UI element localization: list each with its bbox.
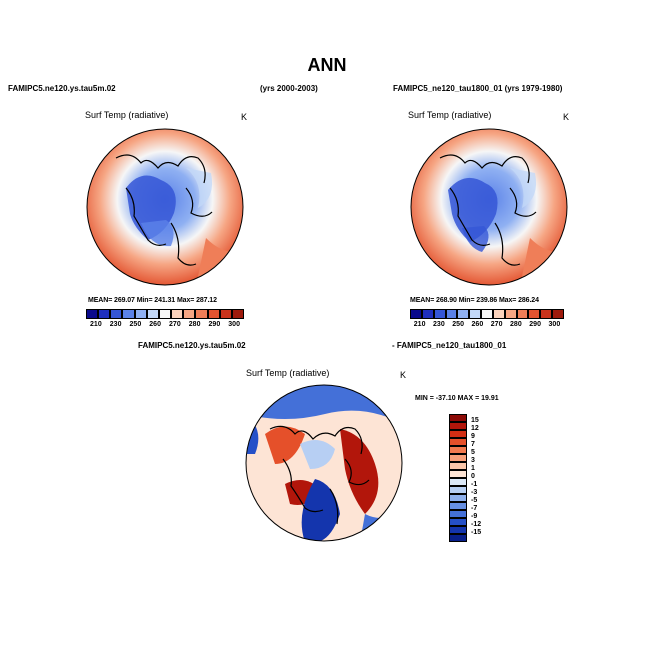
panel2-colorbar-ticks: 210 230 250 260 270 280 290 300 <box>410 321 564 331</box>
panel1-units: K <box>241 112 248 122</box>
colorbar-tick-label: 210 <box>90 321 102 328</box>
panel2-colorbar <box>410 309 564 319</box>
colorbar-swatch <box>449 430 467 438</box>
colorbar-swatch <box>449 526 467 534</box>
colorbar-swatch <box>231 309 244 319</box>
colorbar-swatch <box>134 309 147 319</box>
panel1-years-label: (yrs 2000-2003) <box>260 84 318 93</box>
colorbar-swatch <box>86 309 99 319</box>
panel2-polar-map <box>410 128 568 286</box>
colorbar-swatch <box>449 414 467 422</box>
colorbar-tick-label: -7 <box>471 505 478 512</box>
colorbar-tick-label: 260 <box>149 321 161 328</box>
colorbar-swatch <box>449 470 467 478</box>
panel2-variable-title: Surf Temp (radiative) <box>408 110 492 120</box>
colorbar-tick-label: 5 <box>471 449 475 456</box>
panel2-stats: MEAN= 268.90 Min= 239.86 Max= 286.24 <box>410 297 539 304</box>
page-title: ANN <box>307 55 347 75</box>
colorbar-tick-label: -15 <box>471 529 482 536</box>
colorbar-swatch <box>449 478 467 486</box>
panel3-case-label-left: FAMIPC5.ne120.ys.tau5m.02 <box>138 341 246 350</box>
colorbar-swatch <box>122 309 135 319</box>
colorbar-swatch <box>449 462 467 470</box>
colorbar-tick-label: 1 <box>471 465 475 472</box>
colorbar-swatch <box>492 309 505 319</box>
panel1-colorbar-ticks: 210 230 250 260 270 280 290 300 <box>86 321 244 331</box>
colorbar-swatch <box>183 309 196 319</box>
colorbar-swatch <box>410 309 422 319</box>
colorbar-swatch <box>449 422 467 430</box>
panel3-difference-map <box>245 384 403 542</box>
colorbar-tick-label: 12 <box>471 425 479 432</box>
colorbar-swatch <box>445 309 458 319</box>
colorbar-tick-label: -12 <box>471 521 482 528</box>
colorbar-tick-label: 210 <box>413 321 426 328</box>
colorbar-tick-label: 290 <box>208 321 221 328</box>
panel2-units: K <box>563 112 570 122</box>
colorbar-swatch <box>504 309 517 319</box>
colorbar-swatch <box>449 518 467 526</box>
colorbar-swatch <box>219 309 232 319</box>
colorbar-swatch <box>146 309 159 319</box>
colorbar-swatch <box>98 309 111 319</box>
colorbar-swatch <box>469 309 482 319</box>
panel1-variable-title: Surf Temp (radiative) <box>85 110 169 120</box>
panel1-polar-map <box>86 128 244 286</box>
panel3-units: K <box>400 370 407 380</box>
colorbar-swatch <box>552 309 564 319</box>
panel3-stats: MIN = -37.10 MAX = 19.91 <box>415 395 499 402</box>
colorbar-swatch <box>449 446 467 454</box>
colorbar-tick-label: 280 <box>188 321 201 328</box>
colorbar-tick-label: 230 <box>433 321 445 328</box>
colorbar-tick-label: -1 <box>471 481 478 488</box>
colorbar-swatch <box>449 510 467 518</box>
colorbar-swatch <box>421 309 434 319</box>
colorbar-swatch <box>449 494 467 502</box>
colorbar-tick-label: 280 <box>510 321 522 328</box>
colorbar-tick-label: 290 <box>529 321 541 328</box>
panel3-colorbar-ticks: 15 12 9 7 5 3 1 0 -1 -3 -5 -7 -9 -12 -15 <box>471 414 491 542</box>
colorbar-tick-label: 250 <box>452 321 464 328</box>
colorbar-tick-label: -3 <box>471 489 478 496</box>
colorbar-tick-label: 15 <box>471 417 479 424</box>
colorbar-tick-label: 0 <box>471 473 475 480</box>
colorbar-tick-label: 270 <box>169 321 181 328</box>
panel3-colorbar <box>449 414 467 542</box>
colorbar-tick-label: 230 <box>109 321 122 328</box>
colorbar-tick-label: 300 <box>228 321 240 328</box>
colorbar-tick-label: 9 <box>471 433 475 440</box>
panel3-variable-title: Surf Temp (radiative) <box>246 368 330 378</box>
panel1-stats: MEAN= 269.07 Min= 241.31 Max= 287.12 <box>88 297 217 304</box>
colorbar-tick-label: 250 <box>129 321 142 328</box>
colorbar-swatch <box>449 454 467 462</box>
colorbar-swatch <box>158 309 172 319</box>
colorbar-tick-label: -5 <box>471 497 478 504</box>
colorbar-swatch <box>195 309 208 319</box>
colorbar-swatch <box>540 309 553 319</box>
panel1-case-label: FAMIPC5.ne120.ys.tau5m.02 <box>8 84 116 93</box>
colorbar-swatch <box>481 309 493 319</box>
colorbar-tick-label: 3 <box>471 457 475 464</box>
colorbar-swatch <box>171 309 184 319</box>
colorbar-tick-label: 300 <box>548 321 561 328</box>
panel3-case-label-right: - FAMIPC5_ne120_tau1800_01 <box>392 341 507 350</box>
panel1-colorbar <box>86 309 244 319</box>
colorbar-swatch <box>449 486 467 494</box>
colorbar-swatch <box>449 502 467 510</box>
colorbar-swatch <box>207 309 220 319</box>
colorbar-tick-label: -9 <box>471 513 478 520</box>
colorbar-swatch <box>449 438 467 446</box>
colorbar-tick-label: 260 <box>471 321 484 328</box>
colorbar-swatch <box>449 534 467 542</box>
panel2-case-label: FAMIPC5_ne120_tau1800_01 (yrs 1979-1980) <box>393 84 563 93</box>
colorbar-swatch <box>516 309 529 319</box>
colorbar-tick-label: 270 <box>490 321 503 328</box>
colorbar-tick-label: 7 <box>471 441 475 448</box>
colorbar-swatch <box>433 309 446 319</box>
colorbar-swatch <box>457 309 470 319</box>
colorbar-swatch <box>110 309 123 319</box>
colorbar-swatch <box>528 309 541 319</box>
